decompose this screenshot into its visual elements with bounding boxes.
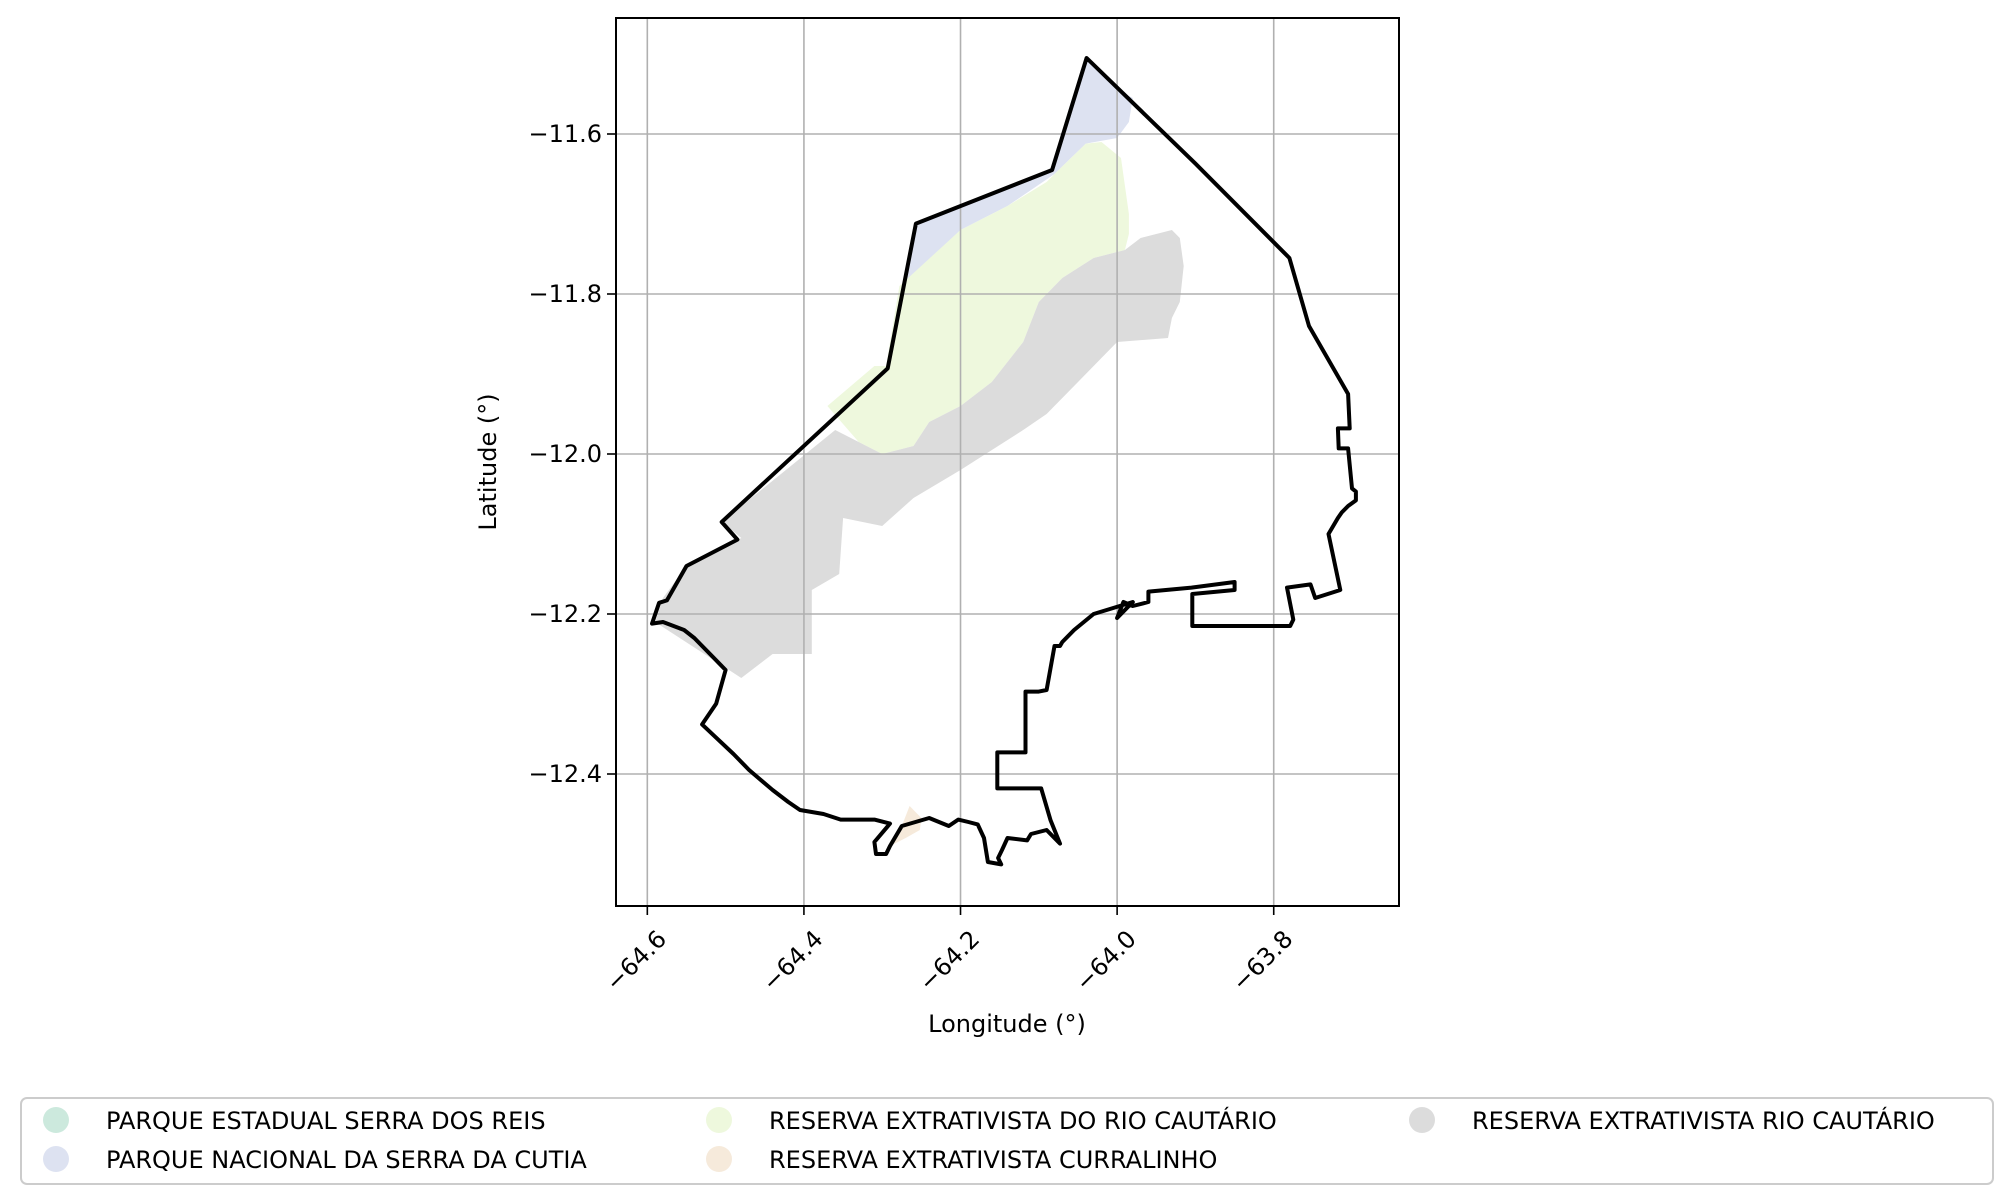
- x-axis-ticks: −64.6 −64.4 −64.2 −64.0 −63.8: [600, 906, 1298, 997]
- x-tick-label: −64.4: [757, 925, 829, 997]
- legend-swatch: [43, 1107, 69, 1133]
- x-axis-label: Longitude (°): [928, 1010, 1086, 1038]
- plot-frame: [615, 17, 1400, 907]
- x-tick-label: −64.2: [913, 925, 985, 997]
- x-tick-label: −64.0: [1070, 925, 1142, 997]
- municipality-boundary: [650, 56, 1358, 867]
- legend-label: PARQUE NACIONAL DA SERRA DA CUTIA: [106, 1146, 587, 1174]
- x-tick-label: −64.6: [600, 925, 672, 997]
- y-tick-label: −12.2: [528, 600, 602, 628]
- legend-label: RESERVA EXTRATIVISTA DO RIO CAUTÁRIO: [769, 1106, 1277, 1135]
- legend-swatch: [43, 1146, 69, 1172]
- legend-label: PARQUE ESTADUAL SERRA DOS REIS: [106, 1107, 546, 1135]
- legend-label: RESERVA EXTRATIVISTA CURRALINHO: [769, 1146, 1217, 1174]
- legend-label: RESERVA EXTRATIVISTA RIO CAUTÁRIO: [1472, 1106, 1935, 1135]
- legend: PARQUE ESTADUAL SERRA DOS REIS PARQUE NAC…: [20, 1097, 1994, 1185]
- y-tick-label: −11.6: [528, 120, 602, 148]
- y-axis-ticks: −11.6 −11.8 −12.0 −12.2 −12.4: [528, 120, 616, 788]
- area-reserva-extrativista-do-rio-caut-rio: [827, 142, 1129, 454]
- x-tick-label: −63.8: [1227, 925, 1299, 997]
- legend-swatch: [706, 1146, 732, 1172]
- legend-swatch: [706, 1107, 732, 1133]
- y-axis-label: Latitude (°): [474, 393, 502, 530]
- area-parque-nacional-da-serra-da-cutia: [905, 58, 1133, 282]
- legend-frame: [20, 1097, 1994, 1185]
- legend-swatch: [1409, 1107, 1435, 1133]
- y-tick-label: −11.8: [528, 280, 602, 308]
- protected-areas-layer: [655, 58, 1184, 846]
- y-tick-label: −12.4: [528, 760, 602, 788]
- y-tick-label: −12.0: [528, 440, 602, 468]
- grid-layer: [616, 18, 1399, 906]
- municipality-boundary-layer: [650, 56, 1358, 867]
